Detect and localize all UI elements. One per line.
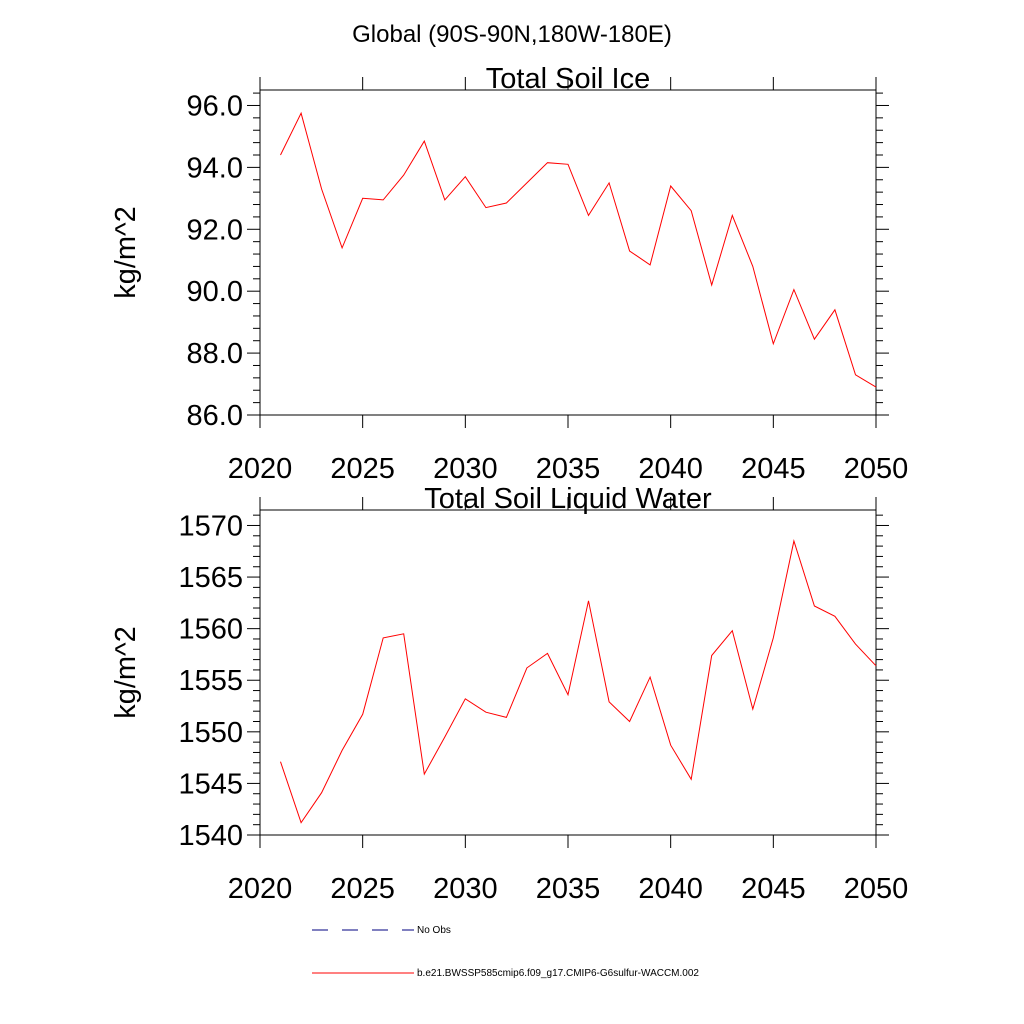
y-tick-label-soil-liquid: 1545 [178, 768, 243, 800]
y-tick-label-soil-ice: 88.0 [187, 338, 243, 370]
y-tick-label-soil-liquid: 1570 [178, 510, 243, 542]
y-axis-label-soil-liquid: kg/m^2 [110, 626, 142, 719]
y-tick-label-soil-ice: 90.0 [187, 276, 243, 308]
x-tick-label-soil-ice: 2035 [536, 453, 601, 485]
series-line-soil-ice [280, 111, 877, 388]
x-tick-label-soil-ice: 2025 [330, 453, 395, 485]
y-tick-label-soil-liquid: 1560 [178, 614, 243, 646]
legend-item-model-run: b.e21.BWSSP585cmip6.f09_g17.CMIP6-G6sulf… [312, 968, 699, 979]
x-tick-label-soil-ice: 2030 [433, 453, 498, 485]
x-tick-label-soil-liquid: 2040 [638, 873, 703, 905]
y-tick-label-soil-liquid: 1555 [178, 665, 243, 697]
x-tick-label-soil-ice: 2040 [638, 453, 703, 485]
y-tick-label-soil-ice: 96.0 [187, 90, 243, 122]
figure-title: Global (90S-90N,180W-180E) [352, 21, 672, 48]
x-tick-label-soil-ice: 2020 [228, 453, 293, 485]
x-tick-label-soil-liquid: 2050 [844, 873, 909, 905]
y-tick-label-soil-ice: 86.0 [187, 400, 243, 432]
series-line-soil-liquid [280, 539, 877, 824]
x-tick-label-soil-ice: 2050 [844, 453, 909, 485]
x-tick-label-soil-ice: 2045 [741, 453, 806, 485]
x-tick-label-soil-liquid: 2020 [228, 873, 293, 905]
plot-frame-soil-ice [259, 89, 877, 416]
x-tick-label-soil-liquid: 2025 [330, 873, 395, 905]
y-tick-label-soil-liquid: 1565 [178, 562, 243, 594]
y-tick-label-soil-ice: 94.0 [187, 152, 243, 184]
x-tick-label-soil-liquid: 2035 [536, 873, 601, 905]
y-tick-label-soil-ice: 92.0 [187, 214, 243, 246]
y-tick-label-soil-liquid: 1540 [178, 820, 243, 852]
legend-label-model-run: b.e21.BWSSP585cmip6.f09_g17.CMIP6-G6sulf… [417, 968, 699, 979]
y-axis-label-soil-ice: kg/m^2 [110, 206, 142, 299]
y-tick-label-soil-liquid: 1550 [178, 717, 243, 749]
legend-label-no-obs: No Obs [417, 925, 451, 936]
x-tick-label-soil-liquid: 2030 [433, 873, 498, 905]
legend: No Obs b.e21.BWSSP585cmip6.f09_g17.CMIP6… [312, 925, 699, 979]
legend-item-no-obs: No Obs [312, 925, 451, 936]
plot-frame-soil-liquid [259, 509, 877, 836]
x-tick-label-soil-liquid: 2045 [741, 873, 806, 905]
